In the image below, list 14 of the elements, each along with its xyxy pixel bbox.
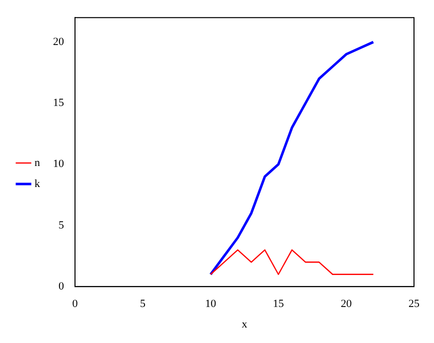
x-tick-label: 25 bbox=[408, 298, 420, 310]
x-axis-title: x bbox=[242, 318, 248, 330]
x-tick-label: 20 bbox=[340, 298, 352, 310]
x-tick-label: 0 bbox=[72, 298, 78, 310]
x-tick-label: 10 bbox=[205, 298, 217, 310]
legend-label: n bbox=[34, 156, 40, 169]
x-tick-label: 5 bbox=[140, 298, 146, 310]
y-tick-label: 5 bbox=[58, 219, 64, 232]
legend-label: k bbox=[34, 178, 40, 190]
x-tick-label: 15 bbox=[272, 298, 284, 310]
y-tick-label: 15 bbox=[53, 97, 64, 110]
y-tick-label: 20 bbox=[53, 36, 64, 48]
y-tick-label: 10 bbox=[53, 158, 64, 170]
y-tick-label: 0 bbox=[58, 280, 64, 292]
